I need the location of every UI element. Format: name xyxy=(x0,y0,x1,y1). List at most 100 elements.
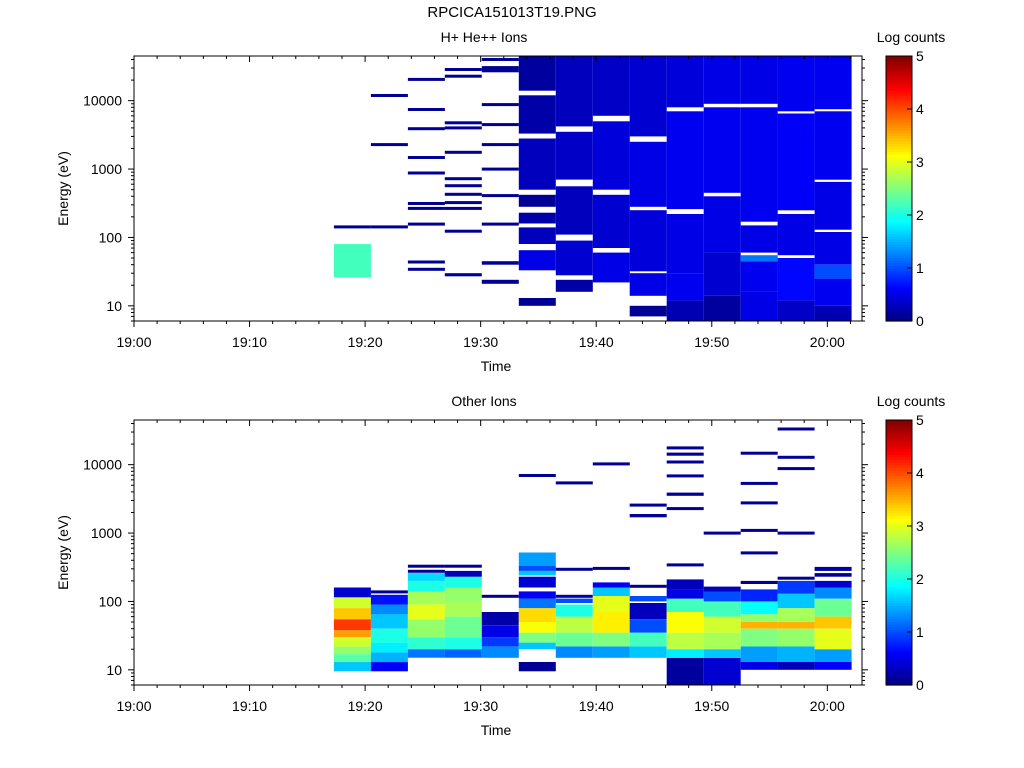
colorbar-segment xyxy=(886,427,912,432)
x-tick-label: 19:40 xyxy=(579,698,614,714)
panel-other-ions: Other Ions 19:00 19:10 19:20 19:30 19:40 19:50… xyxy=(55,393,945,738)
heatmap-cell xyxy=(444,177,482,181)
colorbar-segment xyxy=(886,95,912,99)
heatmap-cell xyxy=(518,591,556,599)
x-tick-label: 19:30 xyxy=(463,698,498,714)
colorbar-segment xyxy=(886,225,912,229)
colorbar-segment xyxy=(886,602,912,607)
colorbar-segment xyxy=(886,101,912,105)
heatmap-cell xyxy=(592,612,630,633)
colorbar-segment xyxy=(886,632,912,636)
heatmap-cell xyxy=(407,156,445,159)
heatmap-cell xyxy=(592,582,630,588)
heatmap-cell xyxy=(592,596,630,612)
colorbar-segment xyxy=(886,143,912,147)
panel-title: H+ He++ Ions xyxy=(441,29,528,45)
colorbar-segment xyxy=(886,616,912,620)
heatmap-cell xyxy=(444,184,482,188)
colorbar-segment xyxy=(886,462,912,466)
colorbar-segment xyxy=(886,679,912,683)
heatmap-cell xyxy=(740,451,778,455)
colorbar-segment xyxy=(886,236,912,240)
heatmap-cell xyxy=(777,576,815,580)
colorbar-segment xyxy=(886,228,912,232)
colorbar-segment xyxy=(886,608,912,612)
heatmap-cell xyxy=(629,603,667,620)
colorbar-segment xyxy=(886,297,912,301)
heatmap-cell xyxy=(555,604,593,617)
heatmap-cell xyxy=(481,612,519,626)
heatmap-cell xyxy=(666,474,704,478)
colorbar-segment xyxy=(886,629,912,633)
x-tick-label: 19:30 xyxy=(463,334,498,350)
y-tick-label: 10 xyxy=(106,662,122,678)
colorbar-segment xyxy=(886,199,912,203)
colorbar-segment xyxy=(886,188,912,192)
colorbar-segment xyxy=(886,257,912,261)
colorbar-segment xyxy=(886,518,912,522)
heatmap-cell xyxy=(333,646,371,655)
x-tick-label: 19:10 xyxy=(232,698,267,714)
colorbar-tick-label: 0 xyxy=(916,677,924,693)
heatmap-cell xyxy=(629,503,667,507)
heatmap-cell xyxy=(481,143,519,147)
colorbar-segment xyxy=(886,111,912,115)
colorbar-segment xyxy=(886,114,912,118)
colorbar-segment xyxy=(886,483,912,487)
heatmap-cell xyxy=(629,141,667,207)
heatmap-cell xyxy=(370,594,408,605)
colorbar-segment xyxy=(886,315,912,319)
heatmap-cell xyxy=(407,77,445,81)
colorbar-tick-label: 1 xyxy=(916,260,924,276)
colorbar-segment xyxy=(886,164,912,168)
colorbar-segment xyxy=(886,265,912,269)
heatmap-cell xyxy=(629,584,667,588)
heatmap-cell xyxy=(444,649,482,658)
heatmap-cell xyxy=(518,662,556,672)
heatmap-cell xyxy=(407,649,445,658)
heatmap-cell xyxy=(814,305,852,321)
heatmap-cell xyxy=(592,121,630,190)
colorbar-segment xyxy=(886,246,912,251)
heatmap-cell xyxy=(518,95,556,134)
colorbar-segment xyxy=(886,624,912,628)
heatmap-cell xyxy=(592,462,630,466)
heatmap-cell xyxy=(777,622,815,629)
heatmap-cell xyxy=(629,56,667,137)
colorbar-segment xyxy=(886,156,912,160)
heatmap-cell xyxy=(740,528,778,532)
colorbar-segment xyxy=(886,677,912,681)
heatmap-cell xyxy=(814,56,852,110)
colorbar-segment xyxy=(886,457,912,461)
heatmap-cell xyxy=(555,616,593,633)
colorbar-segment xyxy=(886,645,912,649)
colorbar-segment xyxy=(886,449,912,453)
x-tick-label: 19:40 xyxy=(579,334,614,350)
colorbar-segment xyxy=(886,470,912,474)
heatmap-cell xyxy=(814,232,852,265)
colorbar-segment xyxy=(886,61,912,65)
colorbar-tick-label: 2 xyxy=(916,571,924,587)
heatmap-cell xyxy=(666,612,704,633)
heatmap-cell xyxy=(481,637,519,647)
heatmap-cell xyxy=(444,570,482,577)
heatmap-cell xyxy=(333,630,371,638)
colorbar-segment xyxy=(886,422,912,426)
heatmap-cell xyxy=(740,261,778,292)
heatmap-cell xyxy=(481,66,519,73)
heatmap-cell xyxy=(666,579,704,590)
heatmap-cell xyxy=(666,598,704,612)
colorbar-segment xyxy=(886,183,912,187)
colorbar-segment xyxy=(886,122,912,126)
x-tick-label: 20:00 xyxy=(810,334,845,350)
colorbar-segment xyxy=(886,268,912,272)
colorbar-segment xyxy=(886,254,912,258)
panel-title: Other Ions xyxy=(451,393,516,409)
colorbar-segment xyxy=(886,103,912,107)
colorbar-segment xyxy=(886,69,912,73)
heatmap-cell xyxy=(703,586,741,592)
x-axis-label: Time xyxy=(481,722,512,738)
heatmap-cell xyxy=(703,531,741,535)
colorbar-segment xyxy=(886,215,912,219)
heatmap-cell xyxy=(814,587,852,599)
